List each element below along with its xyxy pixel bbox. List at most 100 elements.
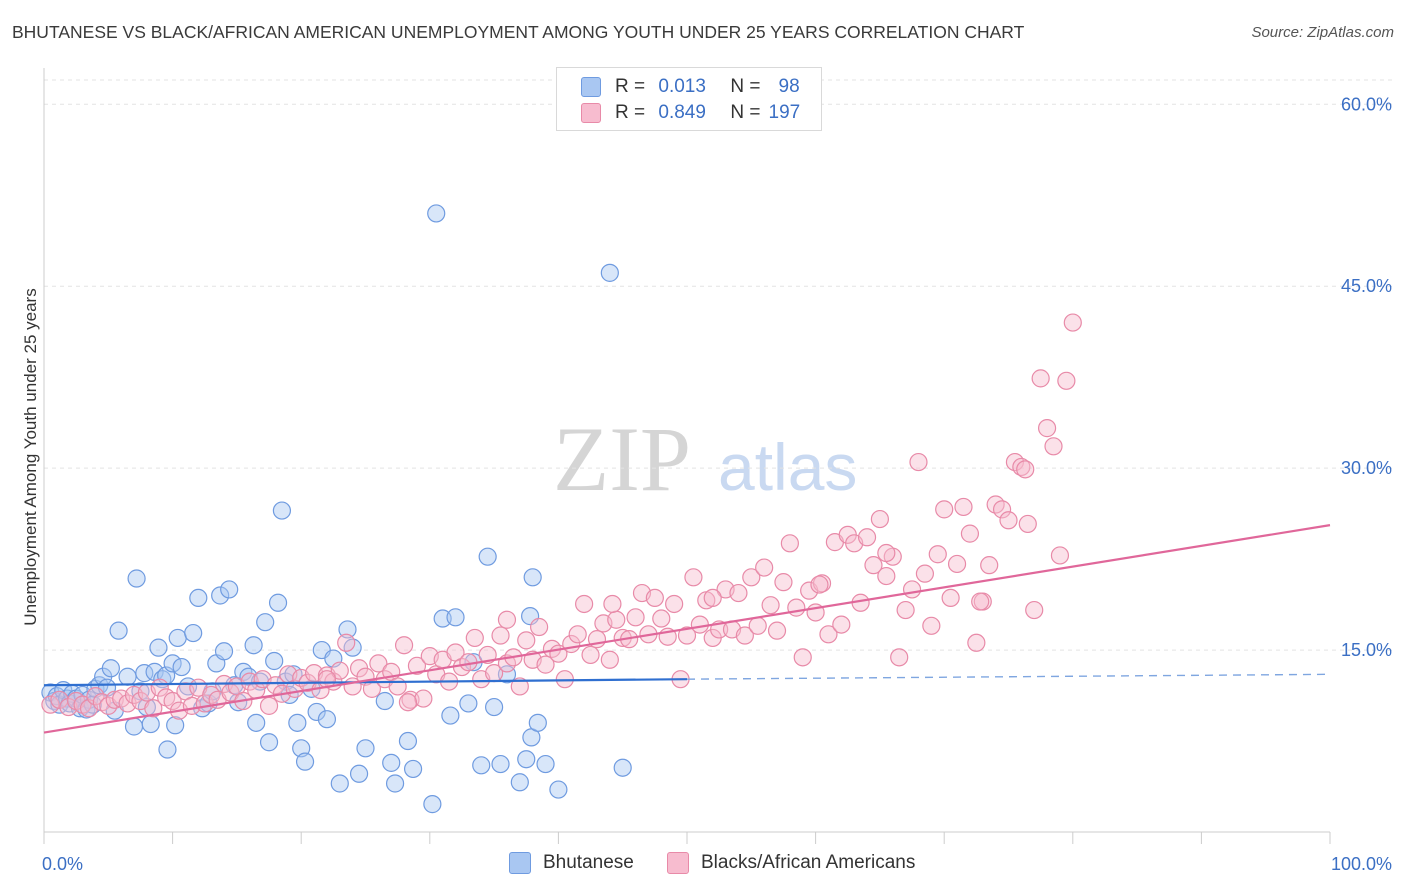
point-black — [748, 616, 767, 635]
point-bhutanese — [118, 667, 137, 686]
point-bhutanese — [491, 754, 510, 774]
trend-line-bhutanese-projection — [686, 673, 1331, 680]
legend-n-value: 197 — [768, 102, 801, 123]
y-tick-label: 15.0% — [1341, 640, 1392, 660]
point-bhutanese — [517, 750, 536, 769]
point-black — [465, 628, 484, 648]
point-black — [677, 626, 697, 645]
legend-swatch-black — [581, 103, 601, 123]
watermark-atlas: atlas — [718, 430, 857, 504]
chart-source: Source: ZipAtlas.com — [1251, 24, 1394, 41]
point-bhutanese — [398, 731, 418, 751]
trend-lines — [43, 524, 1331, 734]
point-black — [259, 696, 279, 715]
point-bhutanese — [163, 654, 182, 673]
point-black — [767, 621, 787, 640]
point-bhutanese — [427, 204, 446, 223]
point-black — [703, 588, 722, 608]
point-black — [755, 558, 774, 577]
point-black — [960, 524, 980, 543]
point-black — [971, 592, 990, 611]
bottom-legend-label: Bhutanese — [543, 852, 634, 873]
point-bhutanese — [330, 774, 349, 793]
point-black — [877, 566, 896, 586]
point-bhutanese — [478, 547, 497, 566]
point-black — [999, 511, 1018, 530]
point-black — [729, 583, 748, 603]
point-black — [947, 554, 967, 574]
point-black — [652, 609, 671, 628]
trend-line-bhutanese — [43, 678, 688, 687]
point-black — [832, 615, 851, 634]
point-bhutanese — [247, 713, 266, 732]
point-black — [902, 580, 922, 599]
point-bhutanese — [497, 665, 517, 684]
point-black — [330, 661, 349, 680]
point-bhutanese — [472, 756, 491, 775]
point-black — [967, 633, 986, 652]
legend-row-black: R = 0.849 N = 197 — [581, 101, 800, 125]
point-black — [992, 500, 1012, 519]
legend-r-value: 0.849 — [658, 102, 706, 123]
point-bhutanese — [433, 609, 452, 628]
legend-r-value: 0.013 — [658, 76, 706, 97]
point-black — [665, 594, 684, 614]
point-bhutanese — [317, 710, 337, 729]
legend-n-label: N = — [730, 76, 761, 97]
point-bhutanese — [536, 754, 555, 774]
point-black — [1037, 419, 1057, 438]
gridlines — [44, 79, 1392, 651]
point-bhutanese — [349, 764, 369, 783]
point-bhutanese — [265, 651, 284, 671]
point-black — [394, 636, 414, 655]
point-black — [144, 699, 163, 718]
point-black — [401, 690, 420, 709]
point-black — [922, 616, 941, 635]
point-bhutanese — [510, 773, 529, 792]
point-bhutanese — [244, 636, 263, 655]
point-bhutanese — [549, 780, 568, 799]
point-black — [1050, 546, 1070, 565]
point-black — [793, 648, 812, 667]
legend-n-value: 98 — [778, 76, 800, 97]
point-black — [857, 528, 877, 547]
legend-r-label: R = — [615, 102, 646, 123]
point-bhutanese — [259, 733, 279, 752]
point-bhutanese — [172, 657, 191, 677]
point-bhutanese — [356, 739, 375, 758]
point-bhutanese — [141, 714, 160, 734]
y-tick-label: 30.0% — [1341, 458, 1392, 478]
point-black — [581, 645, 600, 665]
point-black — [941, 588, 960, 608]
point-black — [497, 610, 517, 629]
point-black — [536, 655, 555, 674]
point-black — [890, 648, 909, 667]
point-black — [774, 573, 793, 592]
point-bhutanese — [307, 702, 326, 722]
point-black — [41, 695, 60, 714]
point-bhutanese — [385, 774, 405, 793]
point-black — [414, 689, 433, 708]
point-black — [1063, 313, 1082, 332]
point-black — [780, 534, 799, 553]
trend-line-black — [43, 524, 1331, 734]
point-bhutanese — [288, 713, 307, 732]
point-bhutanese — [295, 752, 315, 771]
point-black — [478, 645, 497, 665]
watermark: ZIP atlas — [553, 408, 857, 510]
point-bhutanese — [459, 694, 478, 713]
point-black — [954, 497, 973, 517]
point-black — [1018, 514, 1037, 534]
legend-n-label: N = — [730, 102, 761, 123]
legend: R = 0.013 N = 98 R = 0.849 N = 197 — [556, 67, 822, 131]
point-bhutanese — [272, 501, 292, 520]
point-black — [398, 693, 418, 712]
point-bhutanese — [268, 593, 288, 612]
chart-title: BHUTANESE VS BLACK/AFRICAN AMERICAN UNEM… — [12, 22, 1025, 42]
point-black — [626, 608, 645, 627]
point-black — [896, 600, 915, 620]
point-bhutanese — [109, 621, 128, 640]
point-black — [530, 617, 549, 637]
point-bhutanese — [338, 620, 357, 639]
point-black — [369, 654, 388, 673]
